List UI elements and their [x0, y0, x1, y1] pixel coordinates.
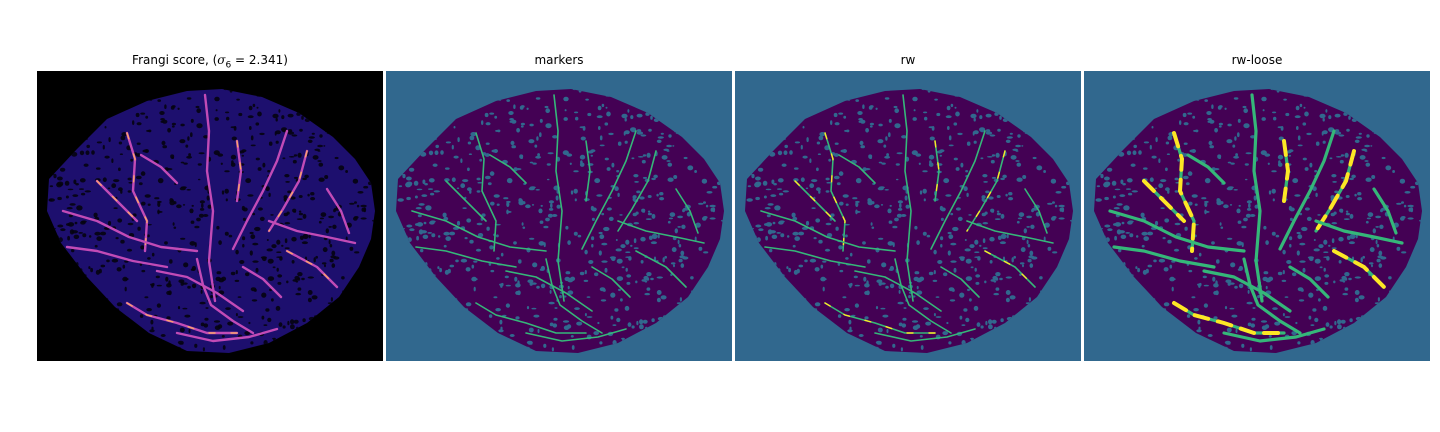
vessel [475, 302, 587, 334]
rw-image [735, 71, 1081, 361]
vessel [838, 154, 876, 184]
vessel [415, 246, 517, 268]
vessel-highlight [236, 140, 242, 202]
vessel [1108, 209, 1246, 253]
tissue-region [396, 89, 724, 353]
vessel-highlight [1332, 249, 1386, 289]
vessel [1024, 188, 1048, 234]
vessel-network [1108, 93, 1404, 343]
vessel [617, 150, 657, 232]
vessel [581, 130, 637, 250]
panel-title-rw: rw [900, 53, 916, 67]
vessel-highlight [1314, 149, 1356, 233]
vessel [940, 266, 980, 298]
panel-title-rw-loose: rw-loose [1231, 53, 1283, 67]
vessel-network [61, 93, 357, 343]
vessel [675, 188, 699, 234]
vessel [553, 94, 565, 302]
vessel [505, 270, 593, 312]
markers-image-panel [386, 71, 732, 361]
vessel [854, 270, 942, 312]
vessel [1314, 219, 1404, 245]
vessel [1242, 257, 1302, 335]
vessel [203, 93, 217, 303]
vessel-highlight [934, 140, 940, 202]
rw-loose-image-panel [1084, 71, 1430, 361]
vessel [824, 302, 936, 334]
vessel [65, 245, 169, 269]
frangi-image-panel [37, 71, 383, 361]
vessel [525, 328, 627, 342]
vessel [1222, 327, 1326, 343]
vessel [1288, 265, 1330, 299]
vessel-highlight [1282, 139, 1291, 203]
vessel [591, 266, 631, 298]
vessel [267, 219, 357, 245]
vessel [475, 132, 497, 252]
vessel [617, 220, 705, 244]
vessel [874, 328, 976, 342]
markers-image [386, 71, 732, 361]
vessel [966, 220, 1054, 244]
vessel [824, 132, 846, 252]
vessel [175, 327, 279, 343]
frangi-image [37, 71, 383, 361]
vessel [635, 250, 687, 288]
vessel-highlight [1172, 131, 1197, 253]
rw-loose-image [1084, 71, 1430, 361]
vessel [760, 210, 896, 252]
vessel [545, 258, 603, 334]
vessel [285, 249, 339, 289]
vessel [764, 246, 866, 268]
vessel [1278, 129, 1336, 251]
vessel [61, 209, 199, 253]
vessel [125, 301, 239, 335]
vessel-highlight [1172, 301, 1286, 335]
vessel [585, 140, 591, 202]
vessel [445, 180, 487, 222]
panel-title-frangi: Frangi score, (σ6 = 2.341) [132, 53, 288, 71]
vessel-highlight [794, 180, 836, 222]
vessel-highlight [1142, 179, 1186, 223]
vessel [1372, 187, 1398, 235]
panel-title-markers: markers [534, 53, 584, 67]
vessel [195, 257, 255, 335]
vessel [902, 94, 914, 302]
vessel [984, 250, 1036, 288]
vessel [325, 187, 351, 235]
vessel [139, 153, 179, 185]
vessel [1186, 153, 1226, 185]
vessel [1250, 93, 1264, 303]
vessel-highlight [96, 180, 138, 222]
vessel-highlight [966, 150, 1006, 232]
vessel [1112, 245, 1216, 269]
vessel-network [760, 94, 1054, 342]
vessel [411, 210, 547, 252]
vessel [489, 154, 527, 184]
vessel-highlight [268, 150, 308, 232]
vessel-network [411, 94, 705, 342]
vessel [125, 131, 149, 253]
rw-image-panel [735, 71, 1081, 361]
tissue-region [745, 89, 1073, 353]
vessel [930, 130, 986, 250]
vessel [241, 265, 283, 299]
vessel [894, 258, 952, 334]
vessel [231, 129, 289, 251]
